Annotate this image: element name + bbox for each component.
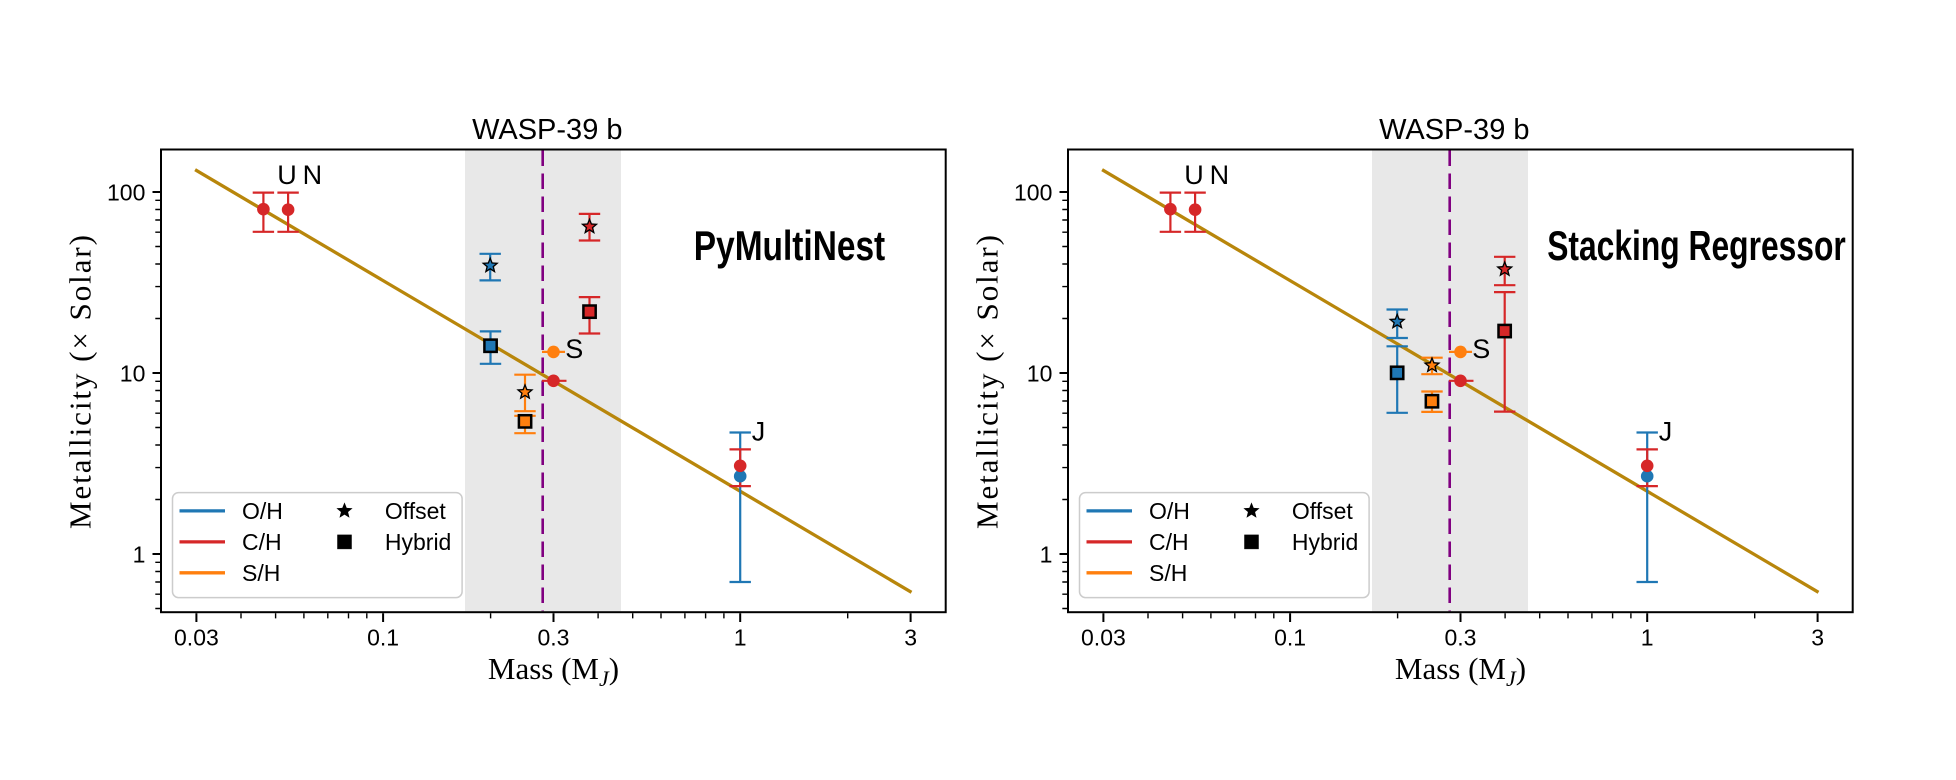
svg-text:U: U	[1184, 160, 1204, 190]
svg-text:1: 1	[1641, 625, 1654, 651]
svg-text:J: J	[752, 417, 766, 447]
svg-text:Offset: Offset	[1292, 498, 1354, 524]
svg-text:0.1: 0.1	[1274, 625, 1306, 651]
svg-text:S: S	[1472, 334, 1490, 364]
svg-text:PyMultiNest: PyMultiNest	[694, 222, 885, 269]
svg-text:3: 3	[1811, 625, 1824, 651]
svg-text:0.03: 0.03	[174, 625, 219, 651]
svg-text:100: 100	[107, 179, 145, 205]
svg-text:O/H: O/H	[1149, 498, 1190, 524]
svg-text:1: 1	[133, 541, 146, 567]
svg-text:Mass (MJ): Mass (MJ)	[488, 651, 619, 691]
svg-text:S/H: S/H	[1149, 560, 1187, 586]
svg-text:1: 1	[734, 625, 747, 651]
svg-text:Hybrid: Hybrid	[1292, 529, 1358, 555]
svg-text:Offset: Offset	[385, 498, 447, 524]
svg-text:S: S	[565, 334, 583, 364]
svg-text:3: 3	[904, 625, 917, 651]
svg-text:N: N	[303, 160, 323, 190]
svg-text:0.3: 0.3	[538, 625, 570, 651]
svg-text:1: 1	[1040, 541, 1053, 567]
svg-text:O/H: O/H	[242, 498, 283, 524]
svg-text:C/H: C/H	[242, 529, 282, 555]
svg-text:Metallicity (× Solar): Metallicity (× Solar)	[63, 235, 98, 529]
svg-text:10: 10	[1027, 360, 1053, 386]
svg-text:Hybrid: Hybrid	[385, 529, 451, 555]
svg-text:Stacking Regressor: Stacking Regressor	[1547, 222, 1846, 269]
svg-text:WASP-39 b: WASP-39 b	[472, 114, 622, 146]
svg-text:N: N	[1210, 160, 1230, 190]
svg-text:0.1: 0.1	[367, 625, 399, 651]
svg-text:Metallicity (× Solar): Metallicity (× Solar)	[970, 235, 1005, 529]
svg-text:U: U	[277, 160, 297, 190]
svg-text:10: 10	[120, 360, 146, 386]
svg-text:Mass (MJ): Mass (MJ)	[1395, 651, 1526, 691]
svg-text:J: J	[1659, 417, 1673, 447]
svg-text:100: 100	[1014, 179, 1052, 205]
svg-text:S/H: S/H	[242, 560, 280, 586]
svg-text:0.3: 0.3	[1445, 625, 1477, 651]
svg-text:C/H: C/H	[1149, 529, 1189, 555]
svg-text:0.03: 0.03	[1081, 625, 1126, 651]
svg-text:WASP-39 b: WASP-39 b	[1379, 114, 1529, 146]
